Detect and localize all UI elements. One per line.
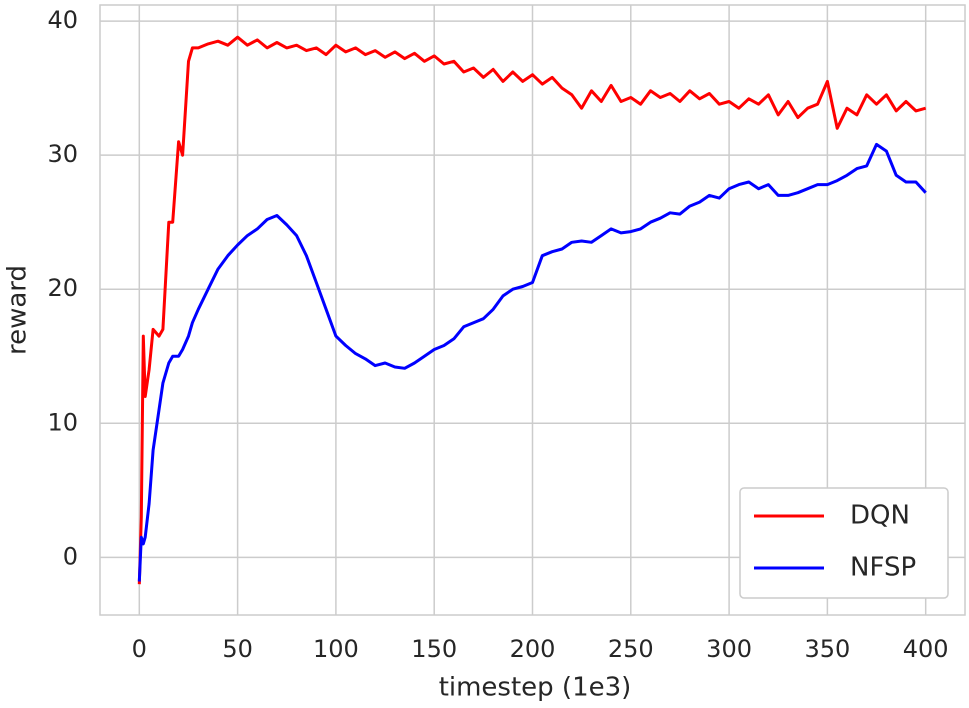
y-tick-label: 30 (47, 140, 78, 168)
x-tick-label: 350 (804, 635, 850, 663)
legend-box (739, 487, 949, 599)
y-axis-label: reward (3, 265, 33, 355)
x-tick-label: 200 (510, 635, 556, 663)
line (137, 142, 927, 582)
y-tick-label: 0 (63, 542, 78, 570)
line (137, 35, 927, 585)
x-tick-label: 250 (608, 635, 654, 663)
x-tick-label: 50 (222, 635, 253, 663)
legend: DQN NFSP (739, 487, 949, 599)
y-tick-label: 40 (47, 6, 78, 34)
y-tick-label: 20 (47, 274, 78, 302)
x-tick-label: 0 (132, 635, 147, 663)
x-tick-label: 300 (706, 635, 752, 663)
x-tick-label: 400 (903, 635, 949, 663)
x-axis-label: timestep (1e3) (439, 673, 632, 703)
x-tick-label: 150 (411, 635, 457, 663)
legend-label: DQN (850, 501, 910, 531)
y-tick-label: 10 (47, 408, 78, 436)
x-tick-label: 100 (313, 635, 359, 663)
legend-label: NFSP (850, 553, 916, 583)
